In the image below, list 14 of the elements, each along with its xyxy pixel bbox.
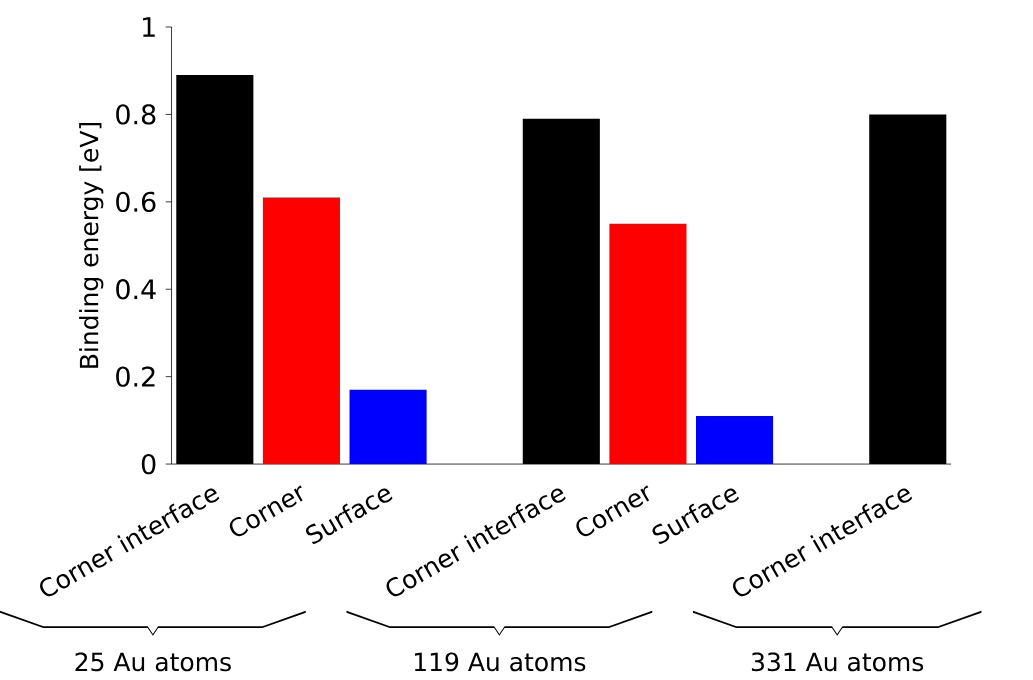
y-tick-label: 1 <box>143 17 155 37</box>
y-tick-label: 0.2 <box>116 366 155 387</box>
text: 119 Au atoms <box>414 652 586 672</box>
bar <box>609 223 687 465</box>
y-tick-label: 0 <box>141 454 156 475</box>
y-tick-label: 0.6 <box>116 191 156 213</box>
y-tick-label: 0.4 <box>116 279 156 300</box>
bar <box>262 197 340 465</box>
text: 331 Au atoms <box>751 652 924 672</box>
bar <box>349 389 427 465</box>
y-tick-label: 0.8 <box>116 104 156 125</box>
text: 25 Au atoms <box>75 652 231 672</box>
bar <box>696 416 774 465</box>
y-axis-title: Binding energy [eV] <box>79 123 104 368</box>
